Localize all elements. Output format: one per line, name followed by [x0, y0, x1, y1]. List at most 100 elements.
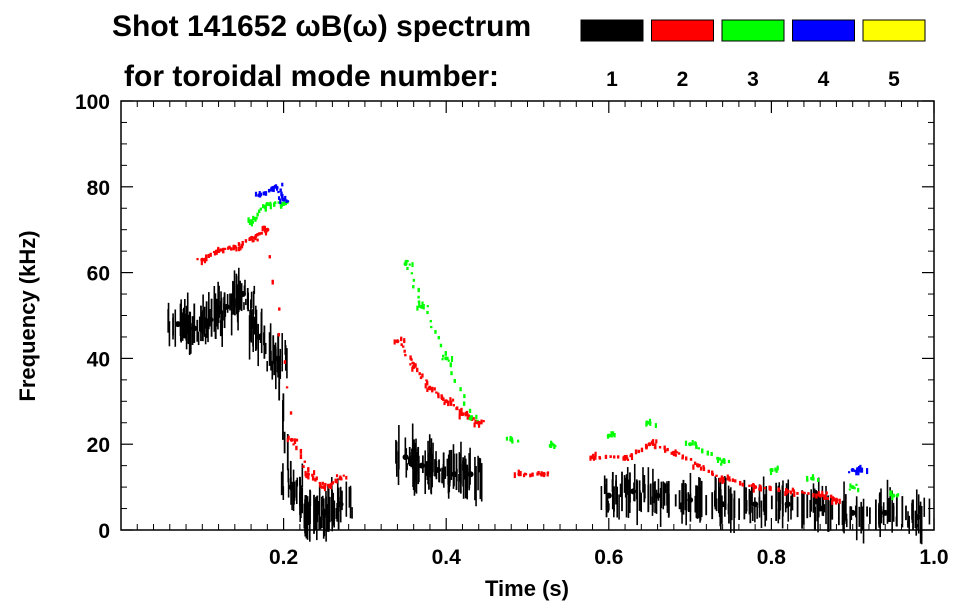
spectrum-trace-n2	[803, 491, 806, 495]
spectrum-trace-n2	[702, 467, 706, 470]
spectrum-speckle-n1	[441, 467, 443, 484]
spectrum-trace-n2	[307, 467, 310, 473]
data-point-n3	[647, 420, 652, 425]
spectrum-speckle-n1	[284, 345, 287, 371]
data-point-n1	[239, 291, 246, 298]
spectrum-speckle-n1	[626, 467, 629, 495]
spectrum-trace-n2	[209, 252, 212, 257]
spectrum-trace-n1	[282, 400, 284, 440]
data-point-n2	[623, 455, 628, 460]
spectrum-trace-n1	[892, 505, 895, 522]
spectrum-speckle-n3	[475, 416, 478, 420]
spectrum-speckle-n1	[749, 495, 752, 505]
spectrum-speckle-n1	[915, 516, 918, 536]
chart-title-line2: for toroidal mode number:	[124, 60, 499, 93]
data-point-n2	[395, 339, 400, 344]
spectrum-trace-n1	[301, 487, 304, 514]
spectrum-speckle-n1	[333, 500, 336, 521]
spectrum-speckle-n1	[613, 486, 615, 512]
spectrum-speckle-n1	[266, 361, 268, 372]
spectrum-speckle-n2	[447, 400, 450, 407]
spectrum-speckle-n3	[855, 483, 858, 486]
spectrum-trace-n1	[663, 491, 666, 502]
x-tick-label: 1.0	[919, 546, 948, 569]
spectrum-trace-n2	[455, 407, 458, 410]
spectrum-speckle-n4	[271, 186, 274, 192]
spectrum-speckle-n1	[220, 291, 222, 329]
spectrum-speckle-n1	[659, 488, 662, 527]
spectrum-trace-n2	[283, 360, 287, 364]
spectrum-speckle-n3	[769, 469, 773, 476]
spectrum-speckle-n2	[412, 362, 416, 367]
spectrum-speckle-n1	[205, 304, 208, 333]
spectrum-trace-n4	[277, 190, 280, 194]
spectrum-trace-n2	[437, 394, 440, 399]
spectrum-speckle-n1	[480, 463, 483, 502]
spectrum-speckle-n3	[269, 203, 272, 210]
spectrum-trace-n2	[207, 253, 210, 259]
spectrum-trace-n2	[460, 407, 463, 413]
spectrum-speckle-n1	[842, 506, 844, 532]
spectrum-speckle-n4	[281, 182, 284, 187]
spectrum-trace-n3	[706, 450, 710, 456]
spectrum-speckle-n3	[421, 301, 424, 307]
spectrum-speckle-n1	[849, 506, 851, 530]
spectrum-speckle-n1	[817, 491, 819, 533]
spectrum-speckle-n1	[636, 481, 638, 526]
spectrum-speckle-n2	[196, 258, 199, 261]
spectrum-speckle-n1	[920, 506, 923, 545]
spectrum-speckle-n1	[282, 463, 284, 494]
spectrum-trace-n2	[598, 457, 602, 460]
spectrum-speckle-n1	[335, 507, 338, 519]
spectrum-speckle-n1	[886, 479, 889, 524]
spectrum-speckle-n1	[233, 281, 235, 309]
spectrum-speckle-n1	[450, 449, 453, 480]
spectrum-speckle-n3	[408, 263, 411, 266]
data-point-n2	[249, 236, 254, 241]
spectrum-speckle-n1	[699, 477, 701, 523]
spectrum-speckle-n1	[226, 294, 229, 313]
data-point-n1	[256, 333, 263, 340]
spectrum-speckle-n2	[473, 422, 476, 428]
spectrum-speckle-n1	[790, 495, 792, 512]
spectrum-trace-n2	[759, 484, 762, 488]
spectrum-speckle-n3	[716, 457, 720, 463]
spectrum-speckle-n2	[594, 455, 597, 460]
spectrum-speckle-n1	[290, 477, 292, 491]
spectrum-trace-n2	[769, 486, 772, 492]
spectrum-speckle-n1	[745, 499, 748, 512]
spectrum-speckle-n3	[279, 205, 283, 209]
spectrum-speckle-n1	[657, 478, 660, 501]
spectrum-trace-n1	[827, 495, 829, 532]
spectrum-speckle-n2	[670, 451, 673, 455]
spectrum-speckle-n1	[915, 489, 918, 528]
spectrum-speckle-n1	[466, 464, 469, 500]
spectrum-trace-n2	[524, 473, 528, 476]
x-axis-title: Time (s)	[485, 576, 569, 601]
spectrum-trace-n2	[421, 373, 424, 378]
spectrum-speckle-n3	[816, 478, 820, 482]
spectrum-speckle-n1	[435, 451, 437, 477]
spectrum-speckle-n1	[404, 437, 407, 454]
spectrum-speckle-n1	[462, 470, 465, 499]
legend-swatch-5	[862, 19, 926, 42]
spectrum-trace-n2	[314, 477, 317, 482]
spectrum-trace-n1	[649, 483, 652, 505]
spectrum-speckle-n1	[809, 499, 811, 518]
data-point-n1	[288, 484, 295, 491]
spectrum-blobs	[167, 182, 931, 545]
spectrum-speckle-n2	[655, 439, 658, 444]
spectrum-speckle-n1	[323, 508, 326, 537]
spectrum-trace-n2	[302, 465, 305, 469]
spectrum-speckle-n4	[285, 199, 288, 203]
spectrum-speckle-n1	[237, 306, 239, 331]
data-point-n4	[281, 197, 286, 202]
spectrum-trace-n2	[431, 389, 434, 393]
spectrum-trace-n1	[638, 480, 641, 511]
spectrum-trace-n1	[268, 332, 271, 366]
spectrum-speckle-n2	[458, 413, 461, 420]
spectrum-trace-n2	[299, 448, 303, 454]
spectrum-speckle-n1	[458, 473, 460, 493]
spectrum-trace-n2	[219, 248, 223, 252]
spectrum-speckle-n1	[200, 317, 203, 333]
